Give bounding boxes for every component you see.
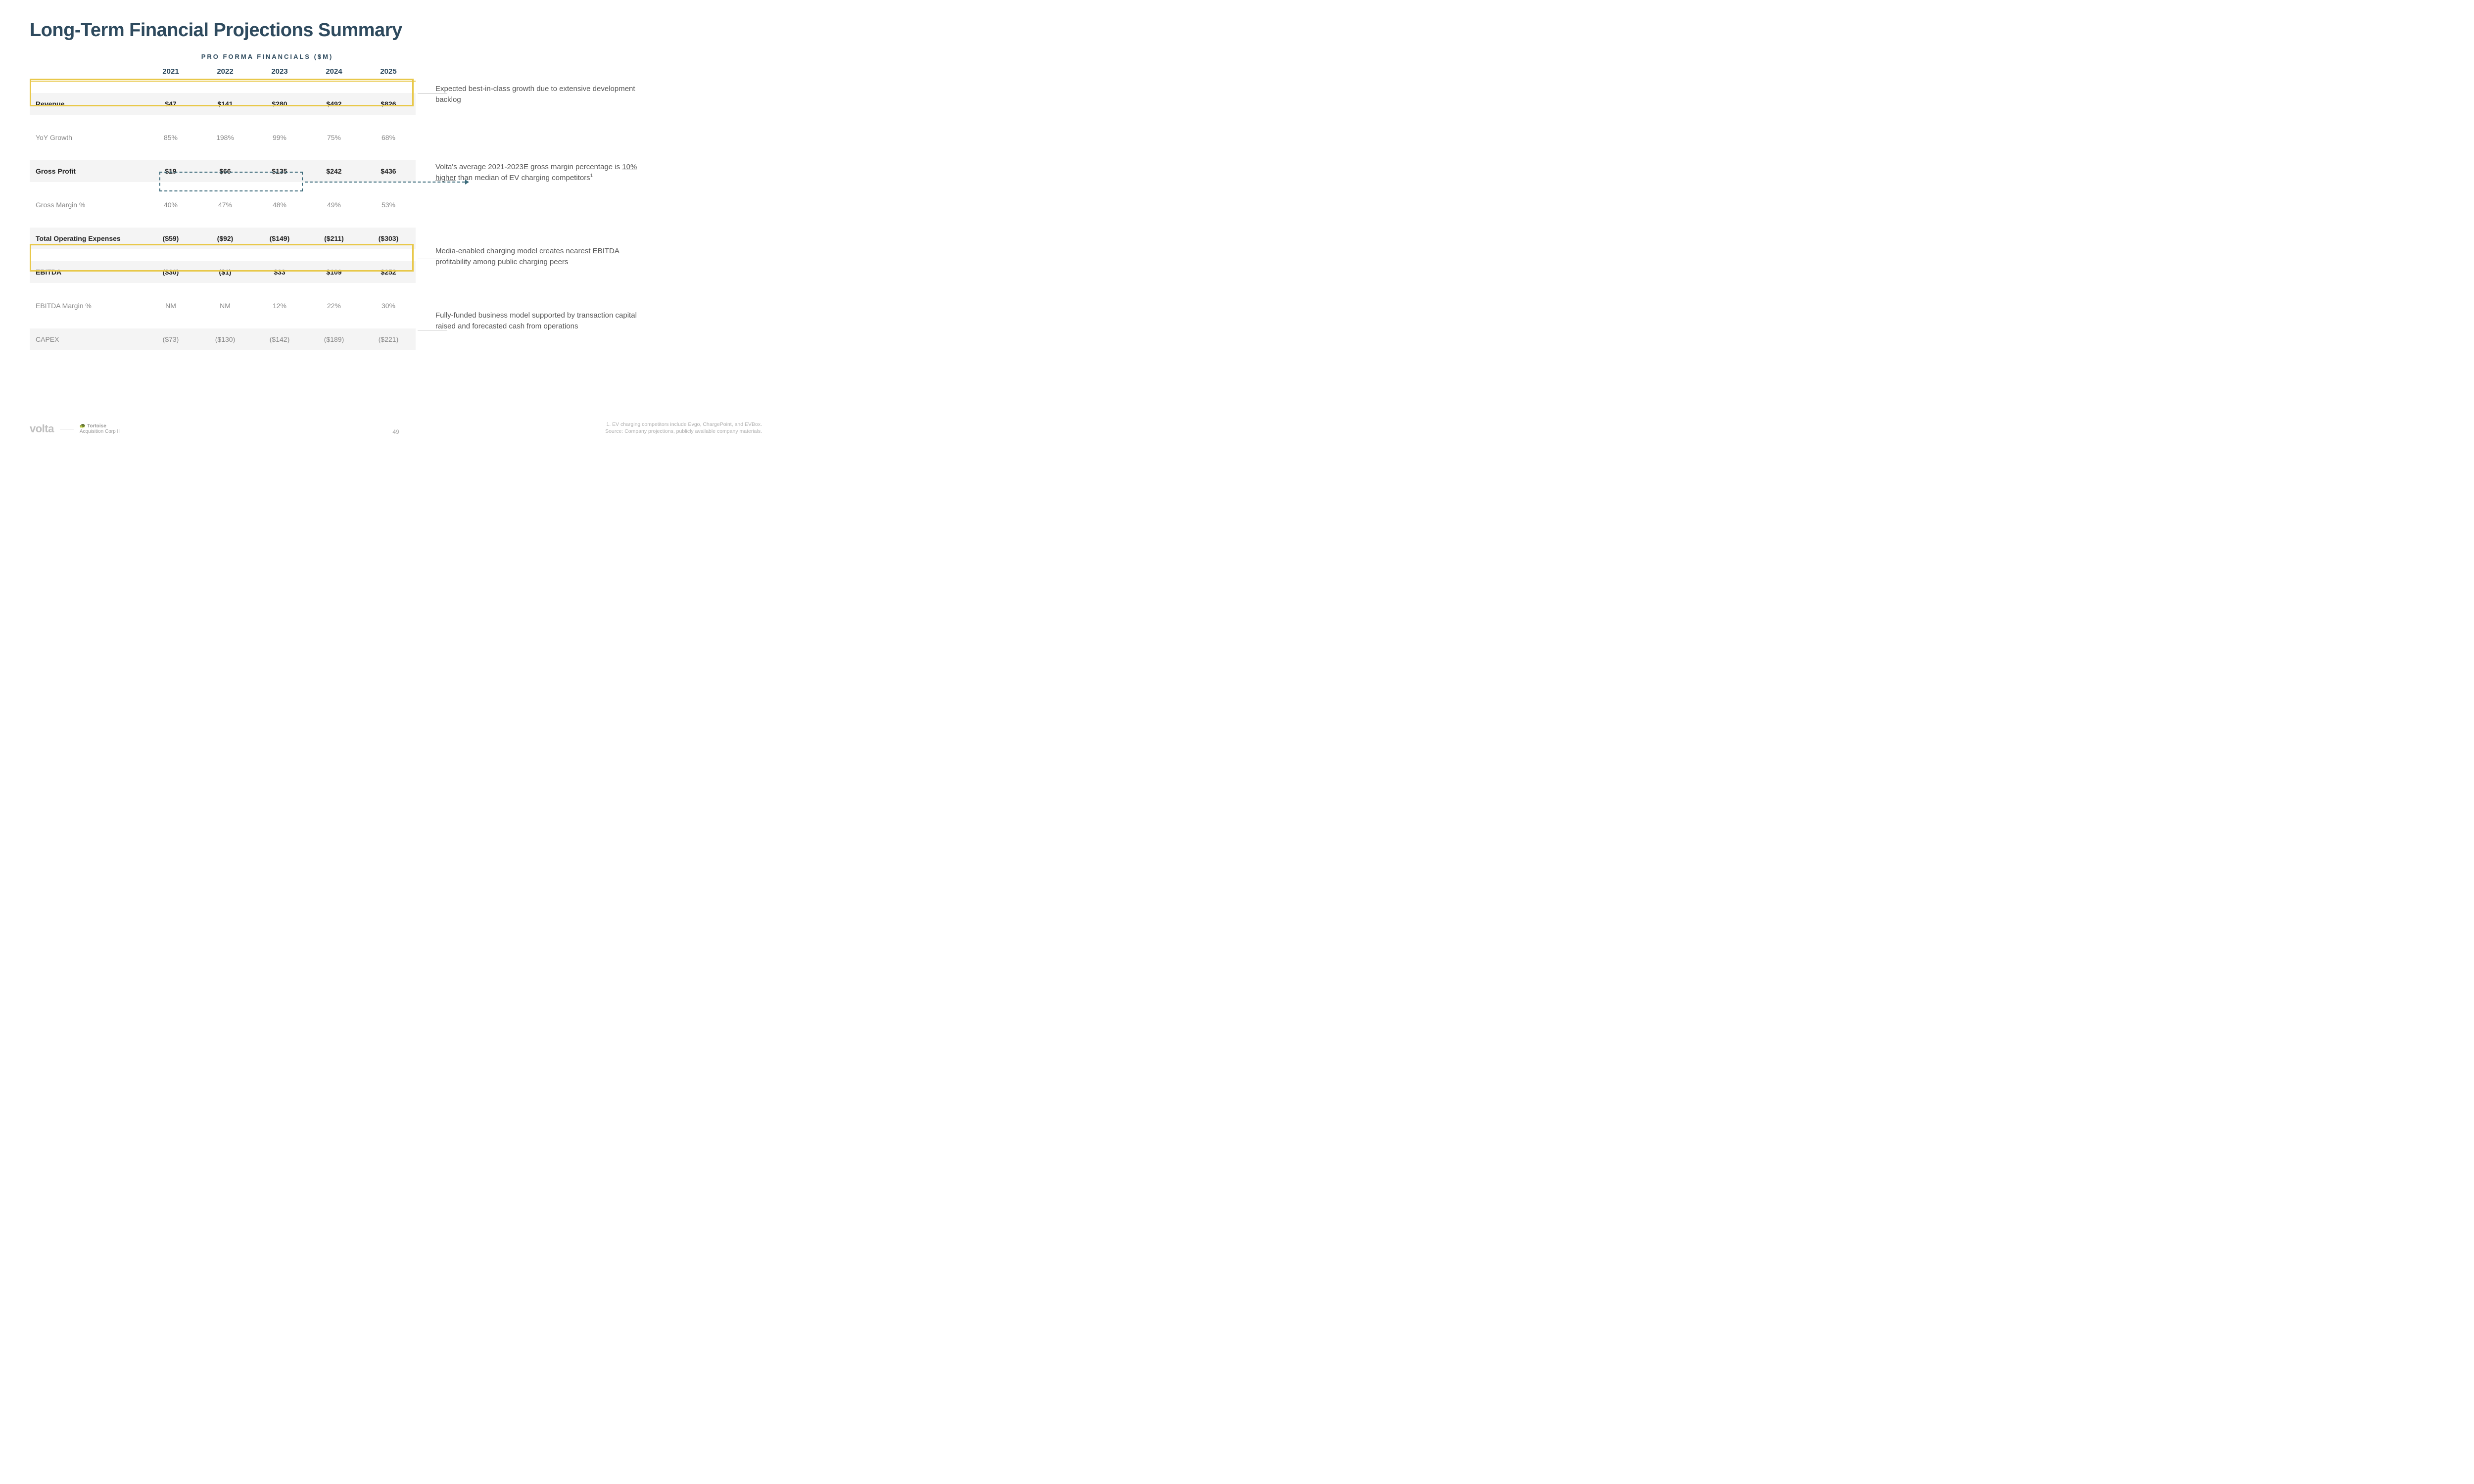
cell: $252 [361, 261, 416, 283]
year-col: 2023 [252, 64, 307, 81]
year-col: 2025 [361, 64, 416, 81]
row-label: Gross Margin % [30, 194, 143, 216]
cell: $19 [143, 160, 198, 182]
financials-table: 2021 2022 2023 2024 2025 Revenue$47$141$… [30, 64, 416, 350]
volta-logo: volta [30, 422, 54, 435]
cell: 75% [307, 127, 361, 148]
callout-revenue: Expected best-in-class growth due to ext… [435, 84, 643, 105]
cell: 68% [361, 127, 416, 148]
cell: ($59) [143, 228, 198, 249]
table-row-ebitda_m: EBITDA Margin %NMNM12%22%30% [30, 295, 416, 317]
tortoise-logo: 🐢 Tortoise Acquisition Corp II [80, 423, 120, 434]
callouts-column: Expected best-in-class growth due to ext… [435, 53, 762, 350]
cell: 198% [198, 127, 252, 148]
cell: 40% [143, 194, 198, 216]
callout-ebitda: Media-enabled charging model creates nea… [435, 246, 643, 268]
cell: ($211) [307, 228, 361, 249]
cell: 49% [307, 194, 361, 216]
cell: $141 [198, 93, 252, 115]
cell: $47 [143, 93, 198, 115]
cell: ($189) [307, 328, 361, 350]
footnote-1: 1. EV charging competitors include Evgo,… [605, 421, 762, 428]
table-row-capex: CAPEX($73)($130)($142)($189)($221) [30, 328, 416, 350]
cell: $66 [198, 160, 252, 182]
page-title: Long-Term Financial Projections Summary [30, 20, 762, 41]
row-label: CAPEX [30, 328, 143, 350]
cell: ($303) [361, 228, 416, 249]
cell: $280 [252, 93, 307, 115]
cell: 85% [143, 127, 198, 148]
cell: $492 [307, 93, 361, 115]
callout-capex: Fully-funded business model supported by… [435, 310, 643, 332]
cell: 12% [252, 295, 307, 317]
content-wrap: PRO FORMA FINANCIALS ($M) 2021 2022 2023… [30, 53, 762, 350]
table-row-revenue: Revenue$47$141$280$492$826 [30, 93, 416, 115]
table-row-gp: Gross Profit$19$66$135$242$436 [30, 160, 416, 182]
table-row-opex: Total Operating Expenses($59)($92)($149)… [30, 228, 416, 249]
header-row: 2021 2022 2023 2024 2025 [30, 64, 416, 81]
cell: 48% [252, 194, 307, 216]
cell: ($142) [252, 328, 307, 350]
table-subtitle: PRO FORMA FINANCIALS ($M) [119, 53, 416, 60]
page-number: 49 [392, 428, 399, 435]
year-col: 2021 [143, 64, 198, 81]
year-col: 2022 [198, 64, 252, 81]
cell: 22% [307, 295, 361, 317]
cell: ($30) [143, 261, 198, 283]
row-label: Total Operating Expenses [30, 228, 143, 249]
cell: $135 [252, 160, 307, 182]
footnotes: 1. EV charging competitors include Evgo,… [605, 421, 762, 435]
row-label: EBITDA Margin % [30, 295, 143, 317]
cell: ($1) [198, 261, 252, 283]
cell: 99% [252, 127, 307, 148]
footer-logos: volta 🐢 Tortoise Acquisition Corp II [30, 422, 120, 435]
cell: ($73) [143, 328, 198, 350]
cell: ($130) [198, 328, 252, 350]
row-label: Revenue [30, 93, 143, 115]
cell: $826 [361, 93, 416, 115]
row-label: YoY Growth [30, 127, 143, 148]
callout-gross-margin: Volta's average 2021-2023E gross margin … [435, 162, 643, 184]
cell: NM [198, 295, 252, 317]
cell: 30% [361, 295, 416, 317]
row-label: EBITDA [30, 261, 143, 283]
cell: ($221) [361, 328, 416, 350]
cell: ($149) [252, 228, 307, 249]
table-row-yoy: YoY Growth85%198%99%75%68% [30, 127, 416, 148]
cell: $33 [252, 261, 307, 283]
cell: $436 [361, 160, 416, 182]
year-col: 2024 [307, 64, 361, 81]
cell: NM [143, 295, 198, 317]
cell: $109 [307, 261, 361, 283]
table-row-ebitda: EBITDA($30)($1)$33$109$252 [30, 261, 416, 283]
row-label: Gross Profit [30, 160, 143, 182]
footer: volta 🐢 Tortoise Acquisition Corp II 49 … [30, 421, 762, 435]
tortoise-icon: 🐢 [80, 423, 86, 429]
footnote-source: Source: Company projections, publicly av… [605, 428, 762, 435]
cell: 47% [198, 194, 252, 216]
financials-table-area: PRO FORMA FINANCIALS ($M) 2021 2022 2023… [30, 53, 416, 350]
table-row-gm: Gross Margin %40%47%48%49%53% [30, 194, 416, 216]
cell: ($92) [198, 228, 252, 249]
cell: 53% [361, 194, 416, 216]
cell: $242 [307, 160, 361, 182]
